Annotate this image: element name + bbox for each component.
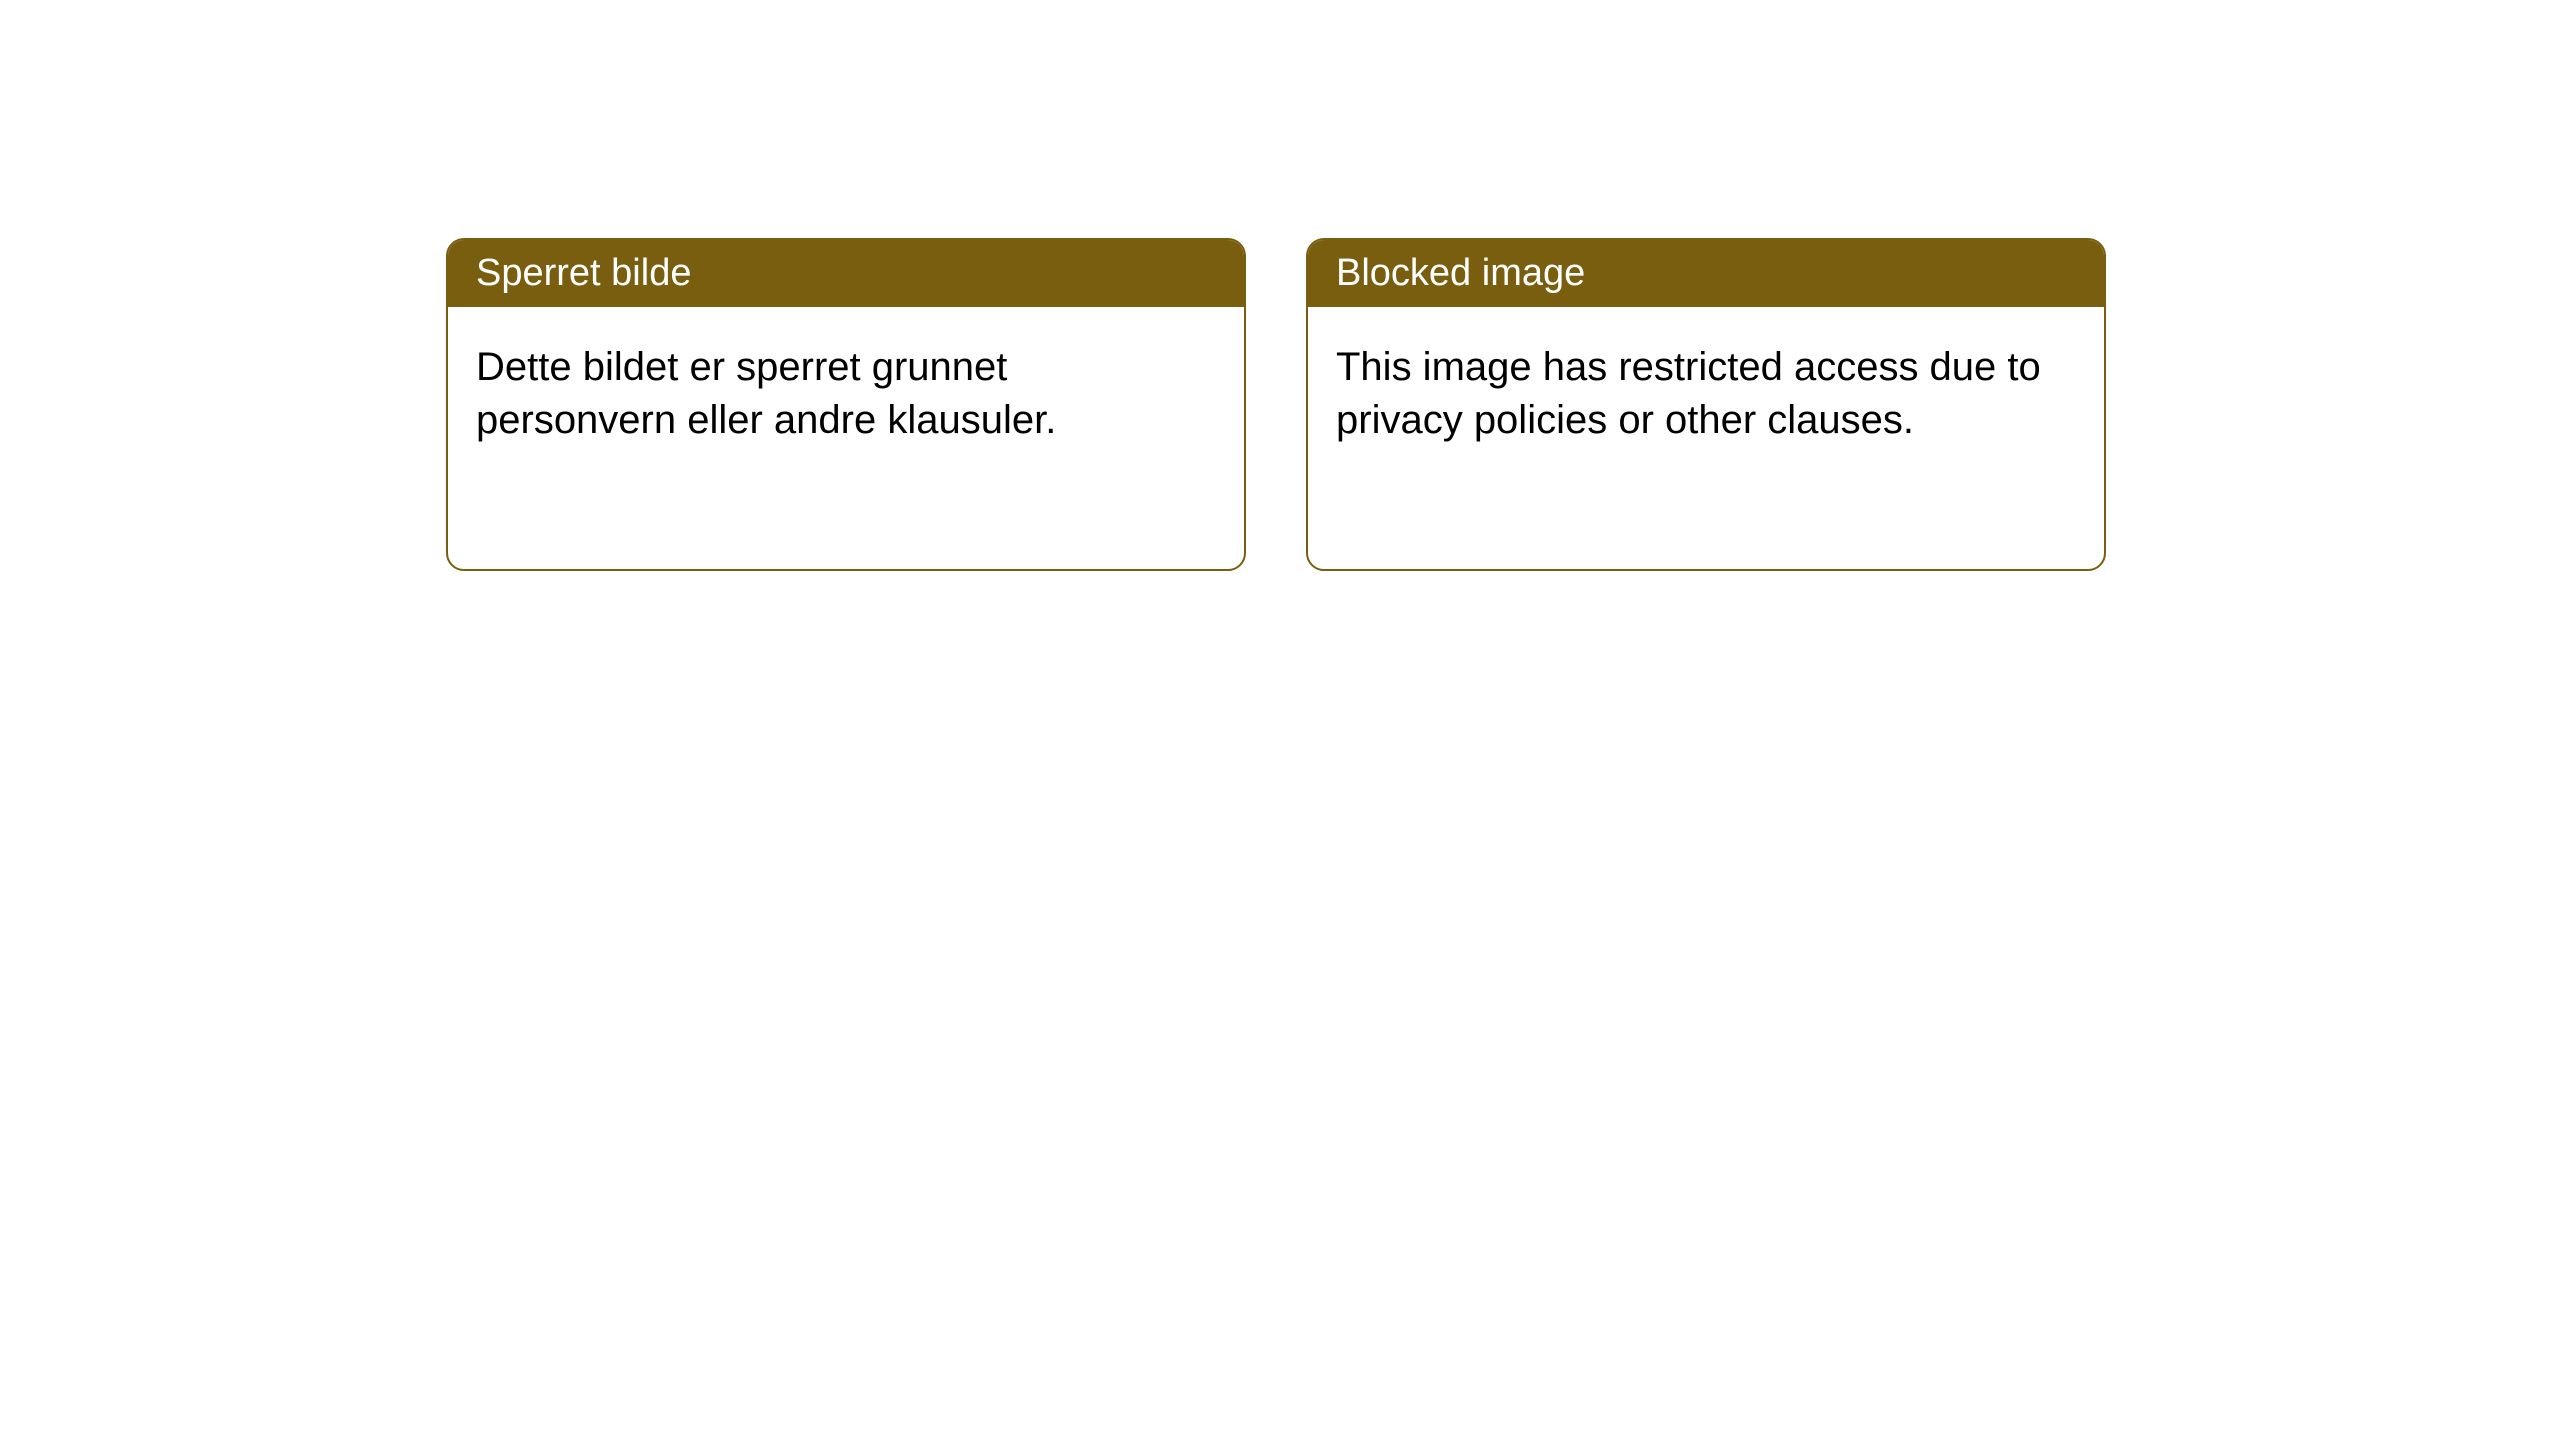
notice-card-en: Blocked image This image has restricted …	[1306, 238, 2106, 571]
notice-title-no: Sperret bilde	[448, 240, 1244, 307]
notice-container: Sperret bilde Dette bildet er sperret gr…	[446, 238, 2106, 571]
notice-body-no: Dette bildet er sperret grunnet personve…	[448, 307, 1244, 481]
notice-card-no: Sperret bilde Dette bildet er sperret gr…	[446, 238, 1246, 571]
notice-title-en: Blocked image	[1308, 240, 2104, 307]
notice-body-en: This image has restricted access due to …	[1308, 307, 2104, 481]
